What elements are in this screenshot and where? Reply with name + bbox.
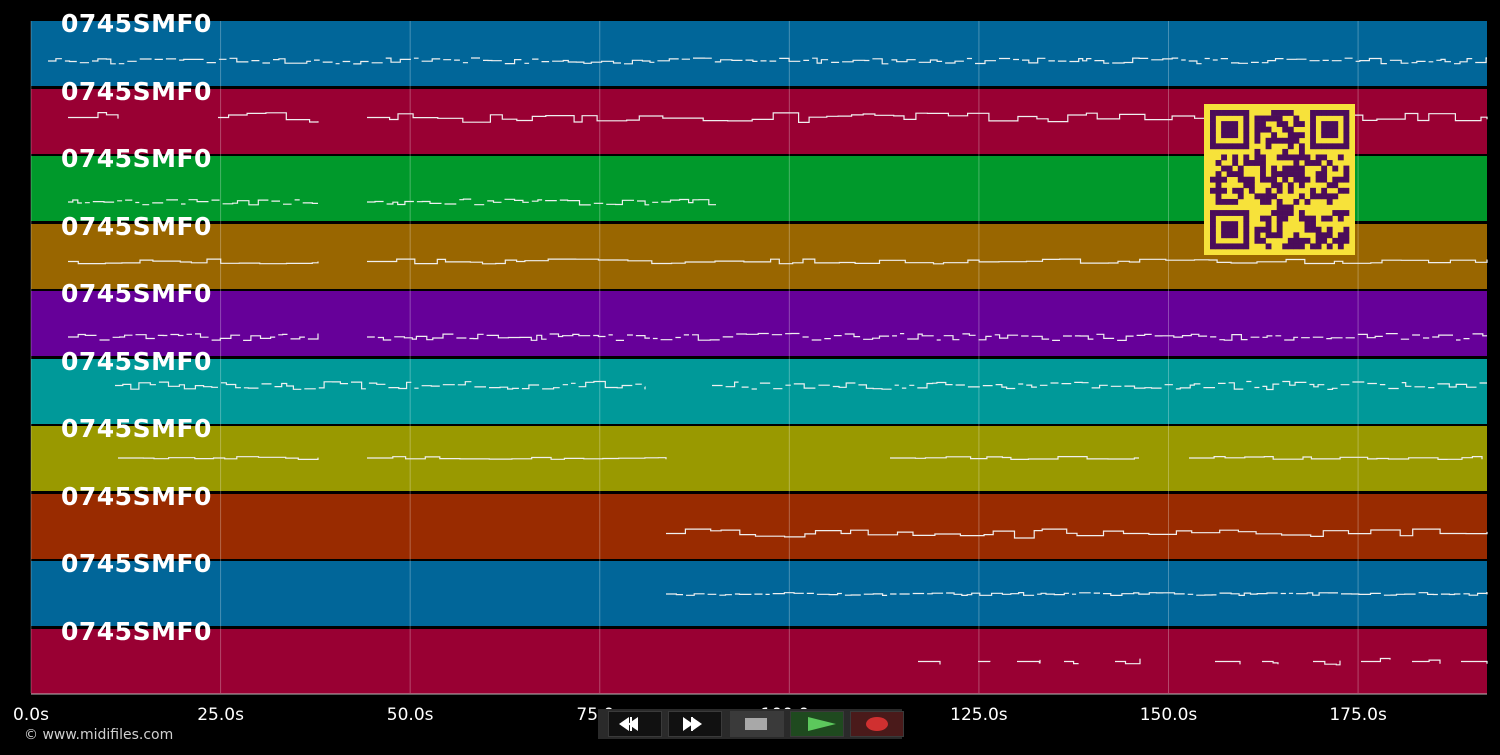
track-label: 0745SMF0 bbox=[61, 279, 212, 308]
track-lane bbox=[31, 493, 1487, 559]
copyright-text: © www.midifiles.com bbox=[24, 727, 174, 743]
rewind-button[interactable] bbox=[608, 711, 662, 737]
track-lane bbox=[31, 358, 1487, 424]
time-tick-label: 25.0s bbox=[197, 705, 244, 725]
track-label: 0745SMF0 bbox=[61, 9, 212, 38]
note-run bbox=[367, 258, 1488, 265]
track-label: 0745SMF0 bbox=[61, 414, 212, 443]
track-lane bbox=[31, 21, 1487, 86]
note-run bbox=[666, 592, 1488, 596]
fast-forward-button[interactable] bbox=[668, 711, 722, 737]
play-icon bbox=[808, 717, 836, 731]
note-run bbox=[1361, 657, 1391, 663]
track-label: 0745SMF0 bbox=[61, 211, 212, 241]
midi-notes bbox=[48, 58, 1490, 666]
note-run bbox=[68, 333, 319, 341]
note-run bbox=[115, 380, 646, 390]
track-label: 0745SMF0 bbox=[61, 346, 212, 376]
note-run bbox=[1412, 659, 1441, 664]
track-label: 0745SMF0 bbox=[61, 549, 212, 578]
note-run bbox=[367, 456, 667, 460]
record-icon bbox=[866, 717, 888, 731]
note-run bbox=[1262, 660, 1279, 665]
note-run bbox=[367, 334, 1490, 341]
note-run bbox=[1313, 660, 1341, 666]
note-run bbox=[68, 200, 321, 205]
note-run bbox=[1017, 659, 1041, 664]
qr-pattern bbox=[1210, 110, 1350, 250]
track-lane bbox=[31, 426, 1487, 491]
time-tick-label: 175.0s bbox=[1329, 705, 1387, 725]
note-run bbox=[68, 112, 119, 119]
note-run bbox=[1215, 660, 1241, 665]
note-run bbox=[712, 382, 1490, 390]
record-button[interactable] bbox=[850, 711, 904, 737]
note-run bbox=[118, 456, 319, 460]
transport-controls bbox=[598, 709, 904, 739]
time-tick-label: 0.0s bbox=[13, 705, 49, 725]
note-run bbox=[1189, 456, 1483, 460]
note-run bbox=[48, 58, 1490, 64]
track-lane bbox=[31, 291, 1487, 356]
rewind-icon bbox=[619, 717, 638, 731]
note-run bbox=[218, 112, 319, 123]
track-label: 0745SMF0 bbox=[61, 76, 212, 106]
note-run bbox=[68, 258, 319, 265]
note-run bbox=[918, 660, 941, 665]
play-button[interactable] bbox=[790, 711, 844, 737]
time-tick-label: 125.0s bbox=[950, 705, 1008, 725]
note-run bbox=[666, 528, 1488, 539]
stop-icon bbox=[745, 718, 767, 730]
time-tick-label: 50.0s bbox=[386, 705, 434, 725]
track-label: 0745SMF0 bbox=[61, 144, 212, 173]
qr-code bbox=[1204, 104, 1355, 255]
note-run bbox=[367, 199, 719, 205]
fast-forward-icon bbox=[683, 717, 702, 731]
note-run bbox=[1064, 660, 1079, 665]
track-lane bbox=[31, 628, 1487, 694]
note-run bbox=[1115, 658, 1141, 665]
note-run bbox=[890, 456, 1139, 460]
stop-button[interactable] bbox=[730, 711, 784, 737]
track-label: 0745SMF0 bbox=[61, 616, 212, 646]
track-label: 0745SMF0 bbox=[61, 481, 212, 511]
time-tick-label: 150.0s bbox=[1139, 705, 1198, 725]
note-run bbox=[1461, 660, 1488, 664]
